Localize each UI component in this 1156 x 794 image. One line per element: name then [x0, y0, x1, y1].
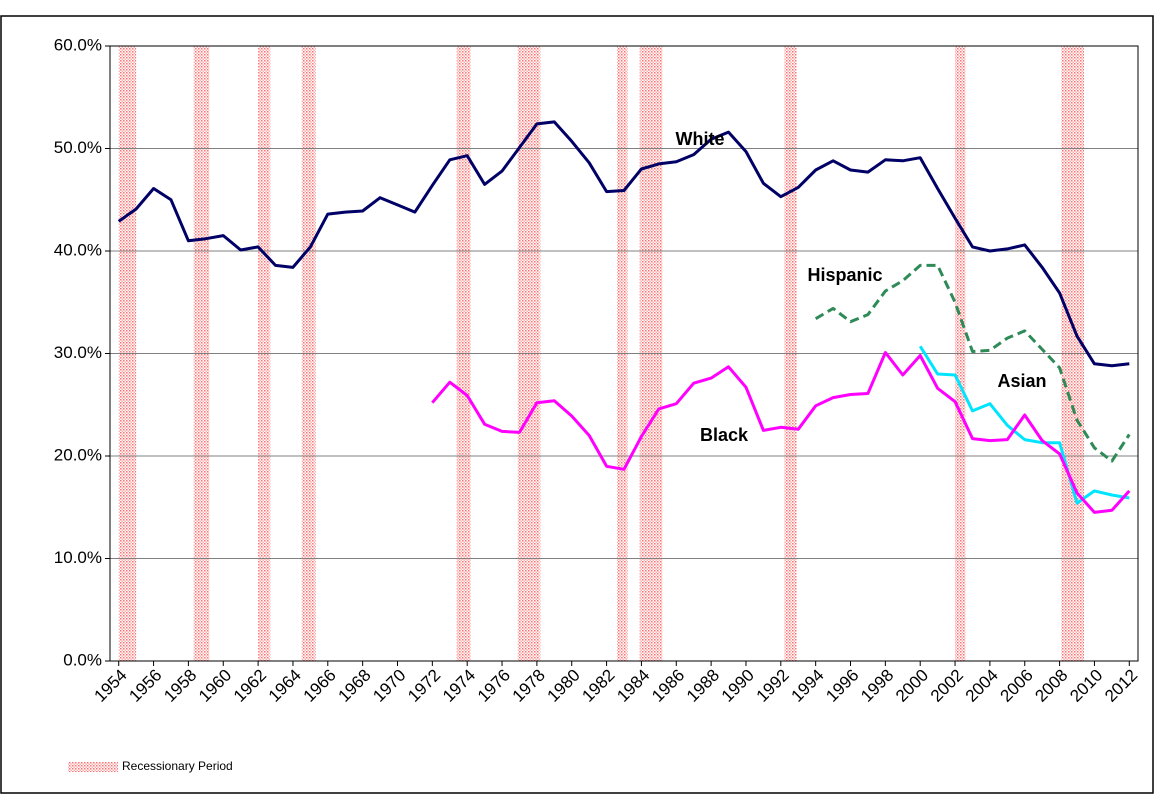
x-tick-label: 2008	[1031, 666, 1071, 706]
x-tick-label: 2004	[962, 666, 1002, 706]
series-label: Hispanic	[807, 265, 882, 285]
x-tick-label: 1970	[369, 666, 409, 706]
plot-border	[109, 45, 1139, 662]
x-tick-label: 1962	[230, 666, 270, 706]
y-tick-label: 0.0%	[63, 650, 102, 669]
x-tick-label: 1980	[544, 666, 584, 706]
series-line	[814, 263, 1131, 463]
y-tick-label: 60.0%	[54, 35, 102, 54]
x-tick-label: 1994	[787, 666, 827, 706]
x-tick-label: 1976	[474, 666, 514, 706]
x-tick-label: 1956	[125, 666, 165, 706]
legend-swatch	[68, 762, 118, 772]
series-line	[431, 351, 1131, 514]
x-tick-label: 2000	[892, 666, 932, 706]
series-label: White	[676, 129, 725, 149]
x-tick-label: 2002	[927, 666, 967, 706]
x-tick-label: 1984	[613, 666, 653, 706]
x-tick-label: 1988	[683, 666, 723, 706]
series-line	[918, 345, 1130, 505]
y-tick-label: 50.0%	[54, 138, 102, 157]
x-tick-label: 1986	[648, 666, 688, 706]
x-tick-label: 2006	[997, 666, 1037, 706]
x-tick-label: 1958	[160, 666, 200, 706]
series-line	[117, 120, 1130, 368]
x-tick-label: 1968	[334, 666, 374, 706]
x-tick-label: 2010	[1066, 666, 1106, 706]
x-tick-label: 1992	[753, 666, 793, 706]
x-tick-label: 1966	[300, 666, 340, 706]
x-tick-label: 1990	[718, 666, 758, 706]
series-label: Black	[700, 425, 749, 445]
frame	[0, 15, 1154, 794]
x-tick-label: 1978	[509, 666, 549, 706]
y-tick-label: 30.0%	[54, 343, 102, 362]
y-tick-label: 40.0%	[54, 240, 102, 259]
x-tick-label: 1960	[195, 666, 235, 706]
legend-label: Recessionary Period	[122, 759, 233, 773]
y-tick-label: 20.0%	[54, 445, 102, 464]
x-tick-label: 1974	[439, 666, 479, 706]
x-tick-label: 1996	[822, 666, 862, 706]
x-tick-label: 1954	[91, 666, 131, 706]
x-tick-label: 2012	[1101, 666, 1141, 706]
x-tick-label: 1998	[857, 666, 897, 706]
x-tick-label: 1972	[404, 666, 444, 706]
y-tick-label: 10.0%	[54, 548, 102, 567]
x-tick-label: 1964	[265, 666, 305, 706]
series-label: Asian	[997, 371, 1046, 391]
x-tick-label: 1982	[578, 666, 618, 706]
